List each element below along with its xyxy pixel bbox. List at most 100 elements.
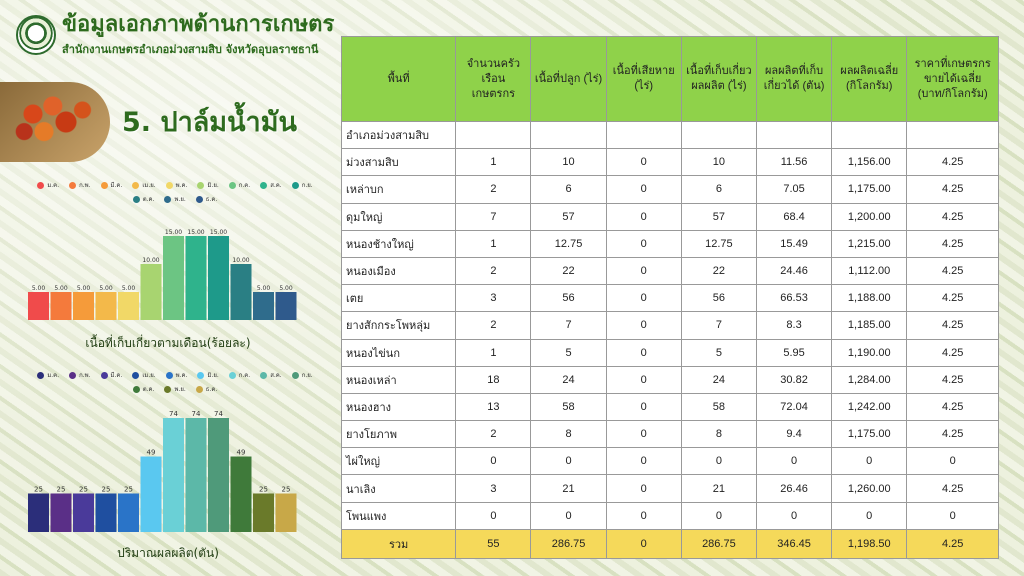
legend-label: ก.ค. (238, 182, 251, 189)
table-cell: 2 (455, 175, 532, 204)
legend-item: ก.พ. (69, 370, 91, 380)
bar-value-label: 5.00 (122, 285, 136, 292)
table-cell: 68.4 (755, 202, 833, 231)
legend-item: เม.ย. (132, 370, 156, 380)
legend-item: ม.ค. (37, 370, 59, 380)
page-header: ข้อมูลเอกภาพด้านการเกษตร สำนักงานเกษตรอำ… (16, 12, 334, 58)
table-cell: 4.25 (906, 202, 999, 231)
chart-bar (28, 292, 49, 320)
header-harvested: เนื้อที่เก็บเกี่ยวผลผลิต (ไร่) (680, 36, 757, 122)
table-cell: 4.25 (906, 420, 999, 449)
bar-value-label: 25 (34, 485, 43, 493)
table-cell: 4.25 (906, 311, 999, 340)
table-cell: 0 (605, 311, 682, 340)
table-cell: 7 (530, 311, 607, 340)
page-subtitle: สำนักงานเกษตรอำเภอม่วงสามสิบ จังหวัดอุบล… (62, 43, 319, 56)
table-cell: 5 (680, 338, 757, 367)
subdistrict-name-cell: นาเลิง (340, 474, 457, 503)
legend-item: ต.ค. (132, 384, 155, 394)
chart-caption-area: เนื้อที่เก็บเกี่ยวตามเดือน(ร้อยละ) (85, 336, 251, 350)
table-row: ม่วงสามสิบ 1 10 0 10 11.56 1,156.00 4.25 (340, 148, 999, 177)
header-planted: เนื้อที่ปลูก (ไร่) (530, 36, 607, 122)
chart-bar (73, 292, 94, 320)
empty-cell (530, 120, 607, 150)
header-damaged: เนื้อที่เสียหาย (ไร่) (605, 36, 682, 122)
legend-item: พ.ค. (165, 180, 188, 190)
table-cell: 0 (605, 365, 682, 394)
header-households: จำนวนครัวเรือน เกษตรกร (455, 36, 532, 122)
empty-cell (906, 120, 999, 150)
table-cell: 15.49 (755, 229, 833, 258)
table-cell: 12.75 (530, 229, 607, 258)
legend-label: ก.พ. (79, 372, 91, 379)
table-cell: 0 (455, 447, 532, 476)
legend-item: ธ.ค. (195, 194, 218, 204)
table-header-row: พื้นที่ จำนวนครัวเรือน เกษตรกร เนื้อที่ป… (340, 36, 999, 122)
table-cell: 6 (680, 175, 757, 204)
legend-label: ต.ค. (142, 386, 155, 393)
data-table: พื้นที่ จำนวนครัวเรือน เกษตรกร เนื้อที่ป… (340, 36, 999, 559)
legend-label: ธ.ค. (205, 196, 218, 203)
table-cell: 0 (530, 501, 607, 530)
district-label: อำเภอม่วงสามสิบ (340, 120, 457, 150)
table-row: หนองไข่นก 1 5 0 5 5.95 1,190.00 4.25 (340, 338, 999, 367)
table-cell: 0 (605, 447, 682, 476)
legend-label: พ.ค. (175, 182, 188, 189)
table-cell: 3 (455, 474, 532, 503)
legend-swatch-icon (132, 195, 140, 203)
chart-bar (185, 418, 207, 532)
subdistrict-name-cell: ไผ่ใหญ่ (340, 447, 457, 476)
table-cell: 5.95 (755, 338, 833, 367)
legend-swatch-icon (37, 371, 45, 379)
chart-bar (118, 493, 139, 532)
chart-harvest-area: 5.00 5.00 5.00 5.00 5.00 10.00 15.00 15.00 15.00… (28, 229, 297, 320)
table-cell: 1,175.00 (831, 175, 908, 204)
legend-swatch-icon (132, 181, 140, 189)
page-title: ข้อมูลเอกภาพด้านการเกษตร (62, 12, 335, 37)
legend-label: เม.ย. (142, 182, 156, 189)
bar-value-label: 10.00 (232, 257, 249, 264)
chart-bar (230, 456, 252, 532)
table-cell: 1,188.00 (831, 284, 908, 313)
table-row: ยางโยภาพ 2 8 0 8 9.4 1,175.00 4.25 (340, 420, 999, 449)
bar-value-label: 15.00 (165, 229, 182, 236)
legend-item: ก.ย. (291, 180, 313, 190)
bar-value-label: 5.00 (32, 285, 46, 292)
table-cell: 8 (680, 420, 757, 449)
subdistrict-name-cell: เตย (340, 284, 457, 313)
legend-label: มิ.ย. (207, 182, 219, 189)
empty-cell (605, 120, 682, 150)
legend-swatch-icon (195, 195, 203, 203)
table-cell: 4.25 (906, 365, 999, 394)
subdistrict-name-cell: หนองเมือง (340, 256, 457, 286)
legend-label: มิ.ย. (207, 372, 219, 379)
subdistrict-name-cell: หนองฮาง (340, 392, 457, 422)
total-cell: 1,198.50 (831, 528, 908, 559)
table-cell: 0 (831, 447, 908, 476)
legend-label: ก.ค. (238, 372, 251, 379)
empty-cell (831, 120, 908, 150)
legend-label: ก.ย. (301, 372, 313, 379)
total-cell: 0 (605, 528, 682, 559)
table-cell: 1 (455, 148, 532, 177)
table-cell: 2 (455, 420, 532, 449)
legend-swatch-icon (37, 181, 45, 189)
header-avg-yield: ผลผลิตเฉลี่ย (กิโลกรัม) (831, 36, 908, 122)
table-row: เหล่าบก 2 6 0 6 7.05 1,175.00 4.25 (340, 175, 999, 204)
legend-swatch-icon (197, 181, 205, 189)
table-cell: 0 (605, 148, 682, 177)
table-cell: 8 (530, 420, 607, 449)
legend-label: ม.ค. (47, 182, 60, 189)
legend-item: ก.พ. (69, 180, 91, 190)
legend-swatch-icon (69, 181, 77, 189)
legend-item: ก.ย. (291, 370, 313, 380)
legend-swatch-icon (164, 195, 172, 203)
table-cell: 56 (530, 284, 607, 313)
table-cell: 21 (680, 474, 757, 503)
table-cell: 0 (530, 447, 607, 476)
chart-bar (163, 418, 184, 532)
total-cell: 346.45 (755, 528, 833, 559)
table-cell: 13 (455, 392, 532, 422)
legend-swatch-icon (132, 371, 140, 379)
bar-value-label: 25 (282, 485, 291, 493)
